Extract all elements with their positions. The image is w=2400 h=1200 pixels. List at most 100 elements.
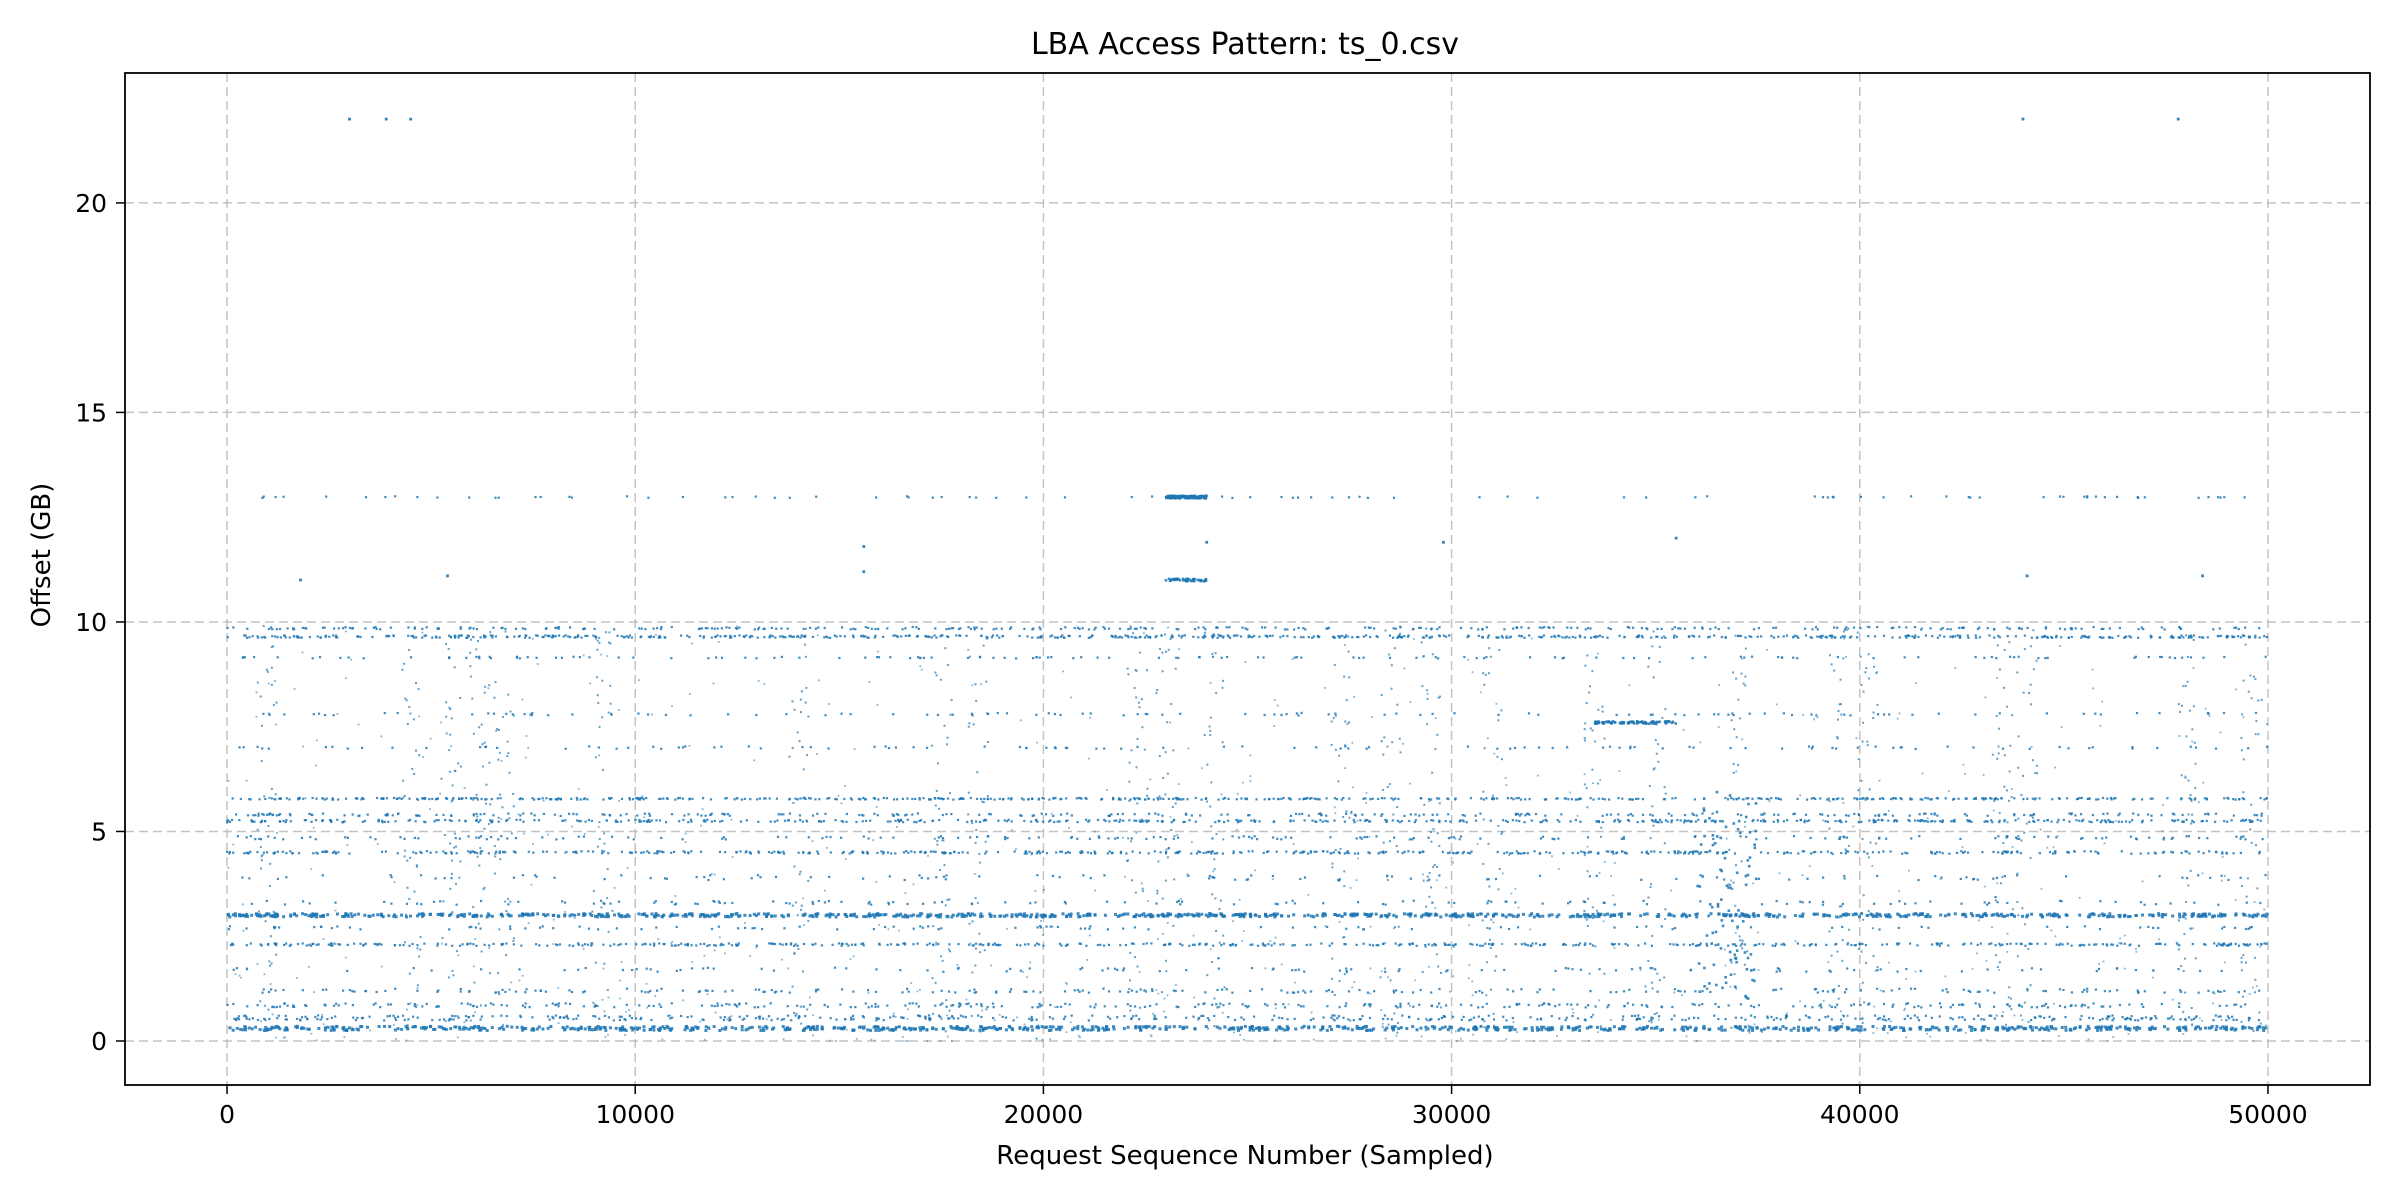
scatter-point-519 (820, 1027, 824, 1031)
scatter-point-743 (2149, 1028, 2152, 1032)
scatter-point-4586 (840, 820, 843, 823)
scatter-point-4517 (1642, 820, 1645, 823)
scatter-point-1854 (1297, 968, 1300, 971)
scatter-point-3434 (1454, 913, 1457, 917)
scatter-point-1452 (437, 1005, 440, 1008)
scatter-point-4732 (464, 819, 467, 822)
scatter-point-4428 (1868, 819, 1871, 822)
scatter-point-1859 (1828, 969, 1831, 972)
scatter-point-4004 (1462, 850, 1465, 854)
scatter-point-3309 (1231, 913, 1235, 917)
scatter-point-2620 (1303, 914, 1307, 918)
scatter-point-2205 (1758, 942, 1761, 946)
scatter-point-1895 (2095, 970, 2098, 973)
scatter-point-1159 (1775, 1017, 1778, 1020)
scatter-point-661 (1937, 1028, 1941, 1032)
scatter-point-10 (1236, 1026, 1240, 1030)
scatter-point-4601 (2177, 818, 2180, 822)
scatter-point-910 (299, 1019, 302, 1022)
scatter-point-2180 (991, 943, 994, 946)
scatter-point-2146 (2159, 942, 2162, 945)
scatter-point-1989 (329, 942, 332, 945)
scatter-point-1237 (356, 1016, 359, 1019)
scatter-point-3820 (1677, 850, 1680, 853)
scatter-point-4078 (1724, 851, 1727, 854)
scatter-point-2634 (326, 913, 330, 917)
scatter-point-3305 (1292, 913, 1296, 917)
scatter-point-565 (2163, 1025, 2166, 1029)
scatter-point-886 (304, 1015, 307, 1018)
scatter-point-3232 (1035, 912, 1039, 916)
scatter-point-4867 (341, 821, 344, 824)
scatter-point-2827 (2160, 915, 2164, 919)
scatter-point-3412 (836, 913, 840, 916)
scatter-point-3932 (1809, 852, 1813, 855)
scatter-point-4934 (2260, 814, 2263, 817)
scatter-point-3665 (2197, 874, 2200, 877)
scatter-point-4253 (2162, 836, 2166, 839)
scatter-point-3323 (1030, 913, 1034, 917)
scatter-point-1959 (1262, 943, 1265, 946)
scatter-point-3124 (336, 912, 339, 916)
scatter-point-826 (1018, 1026, 1022, 1030)
scatter-point-4337 (879, 836, 882, 839)
scatter-point-4322 (1694, 835, 1697, 838)
scatter-point-2960 (1557, 913, 1561, 917)
scatter-point-1175 (776, 1017, 779, 1020)
scatter-point-3800 (673, 850, 676, 853)
scatter-point-3908 (1059, 850, 1062, 853)
scatter-point-3295 (517, 914, 521, 918)
scatter-point-2853 (873, 915, 877, 919)
scatter-point-605 (1147, 1025, 1151, 1029)
scatter-point-2170 (1796, 942, 1799, 945)
scatter-point-4339 (236, 835, 239, 838)
scatter-point-3541 (653, 901, 656, 904)
scatter-point-453 (934, 1027, 938, 1031)
scatter-point-1056 (2167, 1017, 2170, 1020)
scatter-point-3837 (634, 851, 637, 854)
scatter-point-785 (1850, 1028, 1854, 1032)
scatter-point-4511 (1654, 818, 1657, 822)
scatter-point-2464 (330, 927, 333, 930)
scatter-point-2713 (1860, 912, 1864, 916)
scatter-point-2820 (1578, 915, 1582, 919)
scatter-point-1333 (484, 1004, 487, 1007)
scatter-point-1697 (2070, 991, 2073, 994)
scatter-point-4103 (808, 851, 811, 854)
scatter-point-1977 (2256, 943, 2259, 946)
scatter-point-4400 (648, 820, 651, 823)
scatter-point-3897 (2258, 852, 2261, 855)
scatter-point-717 (1755, 1026, 1759, 1029)
scatter-point-1213 (1213, 1014, 1216, 1018)
scatter-point-3304 (1765, 912, 1769, 916)
scatter-point-1153 (1697, 1016, 1700, 1020)
scatter-point-3564 (1645, 903, 1649, 906)
scatter-point-724 (258, 1028, 262, 1032)
scatter-point-335 (694, 1025, 698, 1029)
scatter-point-1135 (2092, 1017, 2095, 1020)
scatter-point-2487 (798, 925, 801, 928)
scatter-point-3632 (1917, 879, 1920, 882)
scatter-point-3400 (1061, 912, 1065, 916)
scatter-point-2136 (1273, 942, 1276, 945)
scatter-point-673 (1486, 1025, 1490, 1029)
scatter-point-4943 (873, 812, 876, 815)
scatter-point-3538 (1988, 901, 1991, 905)
scatter-point-1204 (352, 1016, 355, 1019)
scatter-point-1579 (1064, 1002, 1067, 1005)
scatter-point-1295 (680, 1014, 683, 1018)
scatter-point-4375 (719, 820, 722, 823)
scatter-point-1533 (720, 1004, 723, 1007)
scatter-point-1670 (1512, 990, 1515, 993)
scatter-point-3850 (2083, 850, 2086, 853)
scatter-point-4592 (537, 819, 541, 822)
scatter-point-2878 (1484, 915, 1488, 918)
scatter-point-878 (245, 1016, 248, 1019)
scatter-point-833 (657, 1028, 660, 1031)
scatter-point-4325 (1408, 838, 1411, 841)
scatter-point-1307 (769, 1002, 772, 1005)
scatter-point-66 (740, 1028, 744, 1032)
scatter-point-2949 (1953, 912, 1957, 916)
scatter-point-3680 (1959, 877, 1962, 880)
scatter-point-597 (2064, 1025, 2068, 1029)
